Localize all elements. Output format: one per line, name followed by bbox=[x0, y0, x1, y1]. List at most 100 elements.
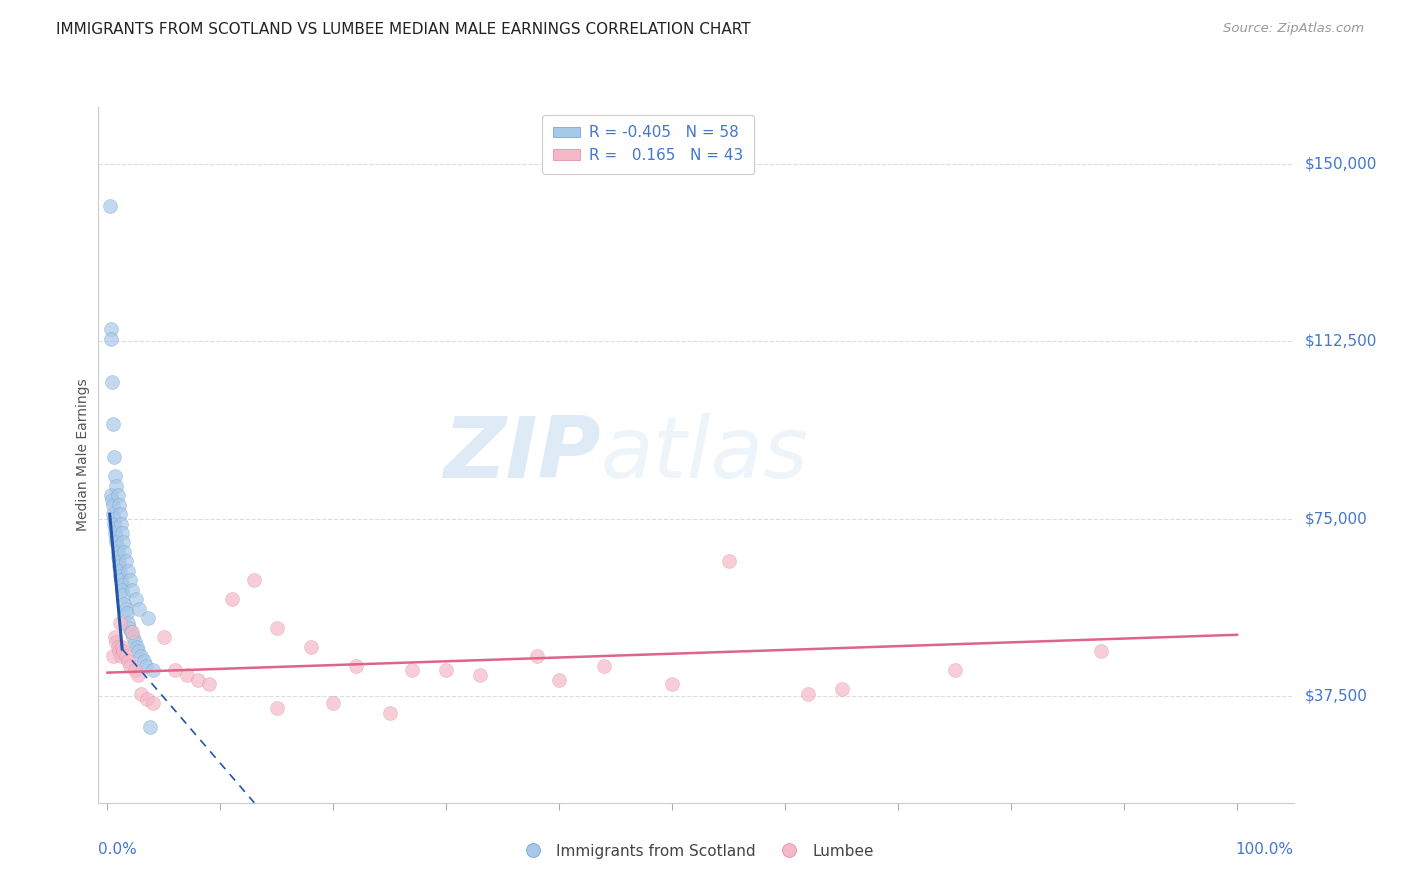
Point bbox=[110, 574, 132, 588]
Text: Source: ZipAtlas.com: Source: ZipAtlas.com bbox=[1223, 22, 1364, 36]
Point bbox=[299, 640, 322, 654]
Point bbox=[117, 615, 139, 630]
Point bbox=[107, 640, 129, 654]
Point bbox=[128, 601, 150, 615]
Point bbox=[142, 697, 165, 711]
Text: IMMIGRANTS FROM SCOTLAND VS LUMBEE MEDIAN MALE EARNINGS CORRELATION CHART: IMMIGRANTS FROM SCOTLAND VS LUMBEE MEDIA… bbox=[56, 22, 751, 37]
Point bbox=[127, 668, 149, 682]
Point bbox=[125, 640, 148, 654]
Point bbox=[107, 488, 129, 502]
Point bbox=[112, 545, 135, 559]
Point bbox=[107, 554, 129, 568]
Point bbox=[103, 516, 125, 531]
Y-axis label: Median Male Earnings: Median Male Earnings bbox=[76, 378, 90, 532]
Point bbox=[131, 649, 153, 664]
Point bbox=[101, 498, 124, 512]
Text: ZIP: ZIP bbox=[443, 413, 600, 497]
Point bbox=[139, 720, 162, 734]
Point bbox=[104, 521, 127, 535]
Point bbox=[548, 673, 571, 687]
Point bbox=[110, 516, 132, 531]
Point bbox=[120, 625, 142, 640]
Point bbox=[526, 649, 548, 664]
Point bbox=[717, 554, 740, 568]
Point bbox=[103, 512, 125, 526]
Point bbox=[122, 630, 145, 644]
Point bbox=[266, 701, 288, 715]
Point bbox=[100, 332, 122, 346]
Point bbox=[104, 526, 127, 541]
Point bbox=[470, 668, 492, 682]
Point bbox=[401, 663, 423, 677]
Point bbox=[115, 607, 138, 621]
Point bbox=[127, 644, 149, 658]
Point bbox=[107, 644, 129, 658]
Point bbox=[105, 635, 128, 649]
Point bbox=[114, 601, 136, 615]
Point bbox=[434, 663, 457, 677]
Point bbox=[108, 564, 131, 578]
Point bbox=[124, 663, 146, 677]
Point bbox=[131, 687, 153, 701]
Point bbox=[198, 677, 221, 691]
Point bbox=[344, 658, 367, 673]
Point bbox=[187, 673, 209, 687]
Point bbox=[118, 658, 141, 673]
Point bbox=[107, 549, 129, 564]
Point bbox=[112, 644, 135, 658]
Text: 0.0%: 0.0% bbox=[98, 842, 138, 856]
Point bbox=[176, 668, 198, 682]
Point bbox=[105, 531, 128, 545]
Point bbox=[943, 663, 966, 677]
Point bbox=[124, 635, 146, 649]
Text: 100.0%: 100.0% bbox=[1236, 842, 1294, 856]
Point bbox=[101, 375, 124, 389]
Point bbox=[104, 469, 127, 483]
Point bbox=[110, 649, 132, 664]
Point bbox=[1090, 644, 1112, 658]
Text: atlas: atlas bbox=[600, 413, 808, 497]
Point bbox=[132, 654, 155, 668]
Point bbox=[101, 417, 124, 432]
Point bbox=[221, 592, 243, 607]
Point bbox=[121, 582, 143, 597]
Text: $150,000: $150,000 bbox=[1305, 156, 1376, 171]
Point bbox=[108, 568, 131, 582]
Point bbox=[101, 492, 124, 507]
Point bbox=[114, 554, 136, 568]
Point bbox=[105, 535, 128, 549]
Point bbox=[118, 621, 141, 635]
Point bbox=[112, 535, 135, 549]
Point bbox=[797, 687, 820, 701]
Point bbox=[153, 630, 176, 644]
Point bbox=[661, 677, 683, 691]
Point bbox=[593, 658, 616, 673]
Point bbox=[101, 649, 124, 664]
Point bbox=[831, 682, 853, 697]
Point bbox=[142, 663, 165, 677]
Point bbox=[114, 649, 136, 664]
Text: $37,500: $37,500 bbox=[1305, 689, 1368, 704]
Point bbox=[135, 658, 157, 673]
Text: $112,500: $112,500 bbox=[1305, 334, 1376, 349]
Point bbox=[111, 578, 134, 592]
Point bbox=[105, 478, 128, 492]
Point bbox=[111, 526, 134, 541]
Point bbox=[100, 488, 122, 502]
Point bbox=[108, 615, 131, 630]
Point bbox=[107, 540, 129, 554]
Point bbox=[112, 588, 135, 602]
Point bbox=[121, 625, 143, 640]
Point bbox=[118, 574, 141, 588]
Point bbox=[125, 592, 148, 607]
Point bbox=[322, 697, 344, 711]
Point bbox=[117, 654, 139, 668]
Point bbox=[378, 706, 401, 720]
Point bbox=[108, 507, 131, 521]
Point bbox=[104, 630, 127, 644]
Point bbox=[117, 564, 139, 578]
Point bbox=[98, 199, 121, 213]
Point bbox=[243, 574, 266, 588]
Point bbox=[136, 611, 159, 625]
Point bbox=[101, 507, 124, 521]
